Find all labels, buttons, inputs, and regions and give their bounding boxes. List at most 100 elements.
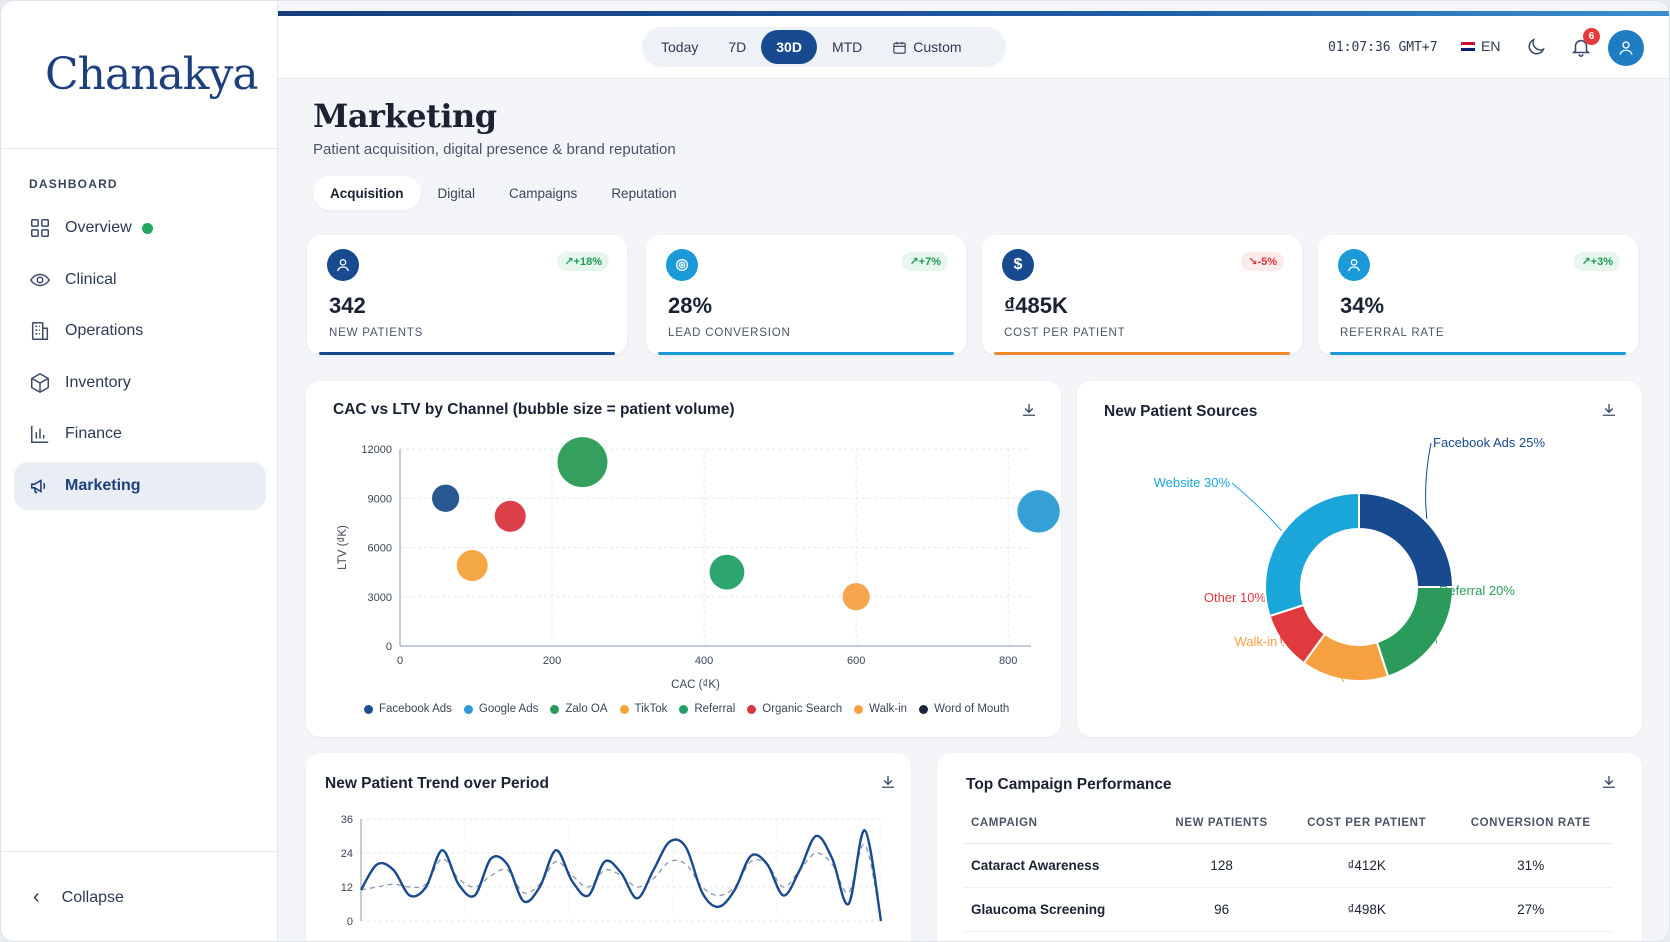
table-cell: Cataract Awareness [963,843,1159,888]
y-tick-label: 12000 [361,444,392,456]
legend-dot [364,704,373,714]
kpi-card-new-patients[interactable]: ↗ +18% 342 NEW PATIENTS [307,235,627,355]
sidebar-item-inventory[interactable]: Inventory [14,359,266,407]
period-30d[interactable]: 30D [761,30,817,64]
delta-value: +18% [573,255,602,268]
page-title: Marketing [313,97,497,135]
y-tick-label: 12 [341,882,353,894]
sidebar-item-finance[interactable]: Finance [14,410,266,458]
kpi-card-cost-per-patient[interactable]: $ ↘ -5% ₫485K COST PER PATIENT [982,235,1302,355]
clock: 01:07:36 GMT+7 [1328,40,1438,55]
x-tick-label: 600 [847,655,865,667]
kpi-card-lead-conversion[interactable]: ↗ +7% 28% LEAD CONVERSION [646,235,966,355]
tab-acquisition[interactable]: Acquisition [313,176,421,210]
sidebar-item-label: Marketing [65,476,141,494]
page-subtitle: Patient acquisition, digital presence & … [313,141,676,158]
download-icon[interactable] [1600,773,1618,791]
sidebar-item-label: Clinical [65,270,117,288]
legend-dot [619,704,629,714]
tab-reputation[interactable]: Reputation [611,185,677,201]
legend-item: TikTok [619,703,667,715]
bubble-point [1017,490,1060,533]
kpi-accent-bar [658,352,954,355]
moon-icon[interactable] [1525,36,1547,58]
trend-line [359,829,883,922]
avatar[interactable] [1608,30,1644,66]
notification-badge: 6 [1583,28,1600,45]
brand-logo[interactable]: Chanakya [1,1,277,149]
kpi-value: 342 [329,293,366,318]
brand-name: Chanakya [45,49,259,100]
building-icon [31,322,49,341]
legend-label: Zalo OA [565,703,608,715]
language-selector[interactable]: EN [1461,38,1500,54]
user-icon [1338,249,1370,281]
period-mtd[interactable]: MTD [831,39,863,55]
kpi-accent-bar [994,352,1290,355]
tab-digital[interactable]: Digital [437,185,476,201]
column-header[interactable]: CAMPAIGN [963,803,1159,844]
table-cell: 96 [1158,887,1285,932]
column-header[interactable]: COST PER PATIENT [1285,803,1449,844]
table-header-row: CAMPAIGN NEW PATIENTS COST PER PATIENT C… [963,803,1613,844]
delta-value: -5% [1257,255,1277,268]
leader-line [1425,442,1432,520]
box-icon [31,372,49,393]
legend-label: Facebook Ads [379,703,452,715]
kpi-label: COST PER PATIENT [1004,327,1126,339]
sidebar-item-marketing[interactable]: Marketing [14,461,266,510]
campaign-table-card: Top Campaign Performance CAMPAIGN NEW PA… [937,753,1642,941]
table-cell: 128 [1158,843,1285,888]
download-icon[interactable] [1600,401,1618,419]
period-7d[interactable]: 7D [728,39,747,55]
slice-label: Other 10% [1204,590,1267,605]
sidebar-item-overview[interactable]: Overview [14,204,266,252]
sidebar: Chanakya DASHBOARD Overview Clinical Ope… [1,1,278,941]
language-label: EN [1481,38,1501,54]
period-today[interactable]: Today [661,39,699,55]
delta-badge: ↗ +3% [1574,252,1620,271]
delta-badge: ↗ +7% [902,252,948,271]
table-row[interactable]: Cataract Awareness 128 ₫412K 31% [963,843,1613,888]
column-header[interactable]: NEW PATIENTS [1158,803,1285,844]
slice-label: Facebook Ads 25% [1433,435,1545,450]
sidebar-item-clinical[interactable]: Clinical [14,256,266,304]
legend-dot [550,704,560,714]
period-custom-label: Custom [913,39,962,55]
leader-line [1231,482,1282,531]
download-icon[interactable] [1020,401,1038,419]
collapse-button[interactable]: ‹ Collapse [1,851,278,941]
sidebar-item-label: Overview [65,219,132,236]
period-custom[interactable]: Custom [877,30,976,64]
legend-label: Organic Search [762,703,843,715]
chart-legend: Facebook Ads Google Ads Zalo OA TikTok R… [364,703,1021,715]
topbar: Today 7D 30D MTD Custom 01:07:36 GMT+7 E… [278,16,1669,79]
trend-down-icon: ↘ [1248,256,1258,268]
y-tick-label: 36 [341,814,353,826]
legend-label: Walk-in [869,703,908,715]
trend-up-icon: ↗ [1581,256,1591,268]
x-tick-label: 800 [999,655,1017,667]
download-icon[interactable] [879,773,897,791]
y-tick-label: 6000 [368,543,392,555]
megaphone-icon [30,479,46,494]
bubble-point [842,583,870,611]
kpi-value: ₫485K [1004,293,1068,318]
tab-campaigns[interactable]: Campaigns [509,185,578,201]
bubble-point [494,500,526,532]
table-row[interactable]: Glaucoma Screening 96 ₫498K 27% [963,887,1613,932]
slice-label: Referral 20% [1439,583,1515,598]
kpi-card-referral-rate[interactable]: ↗ +3% 34% REFERRAL RATE [1318,235,1638,355]
legend-item: Zalo OA [550,703,608,715]
period-selector: Today 7D 30D MTD Custom [642,27,1006,67]
sidebar-item-operations[interactable]: Operations [14,307,266,355]
table-cell: 27% [1448,887,1613,932]
dollar-icon: $ [1002,249,1034,281]
legend-item: Word of Mouth [919,703,1009,715]
y-axis-label: LTV (₫K) [337,525,349,570]
column-header[interactable]: CONVERSION RATE [1448,803,1613,844]
bubble-point [709,554,745,590]
table-cell: ₫412K [1285,843,1449,888]
legend-label: Word of Mouth [934,703,1010,715]
